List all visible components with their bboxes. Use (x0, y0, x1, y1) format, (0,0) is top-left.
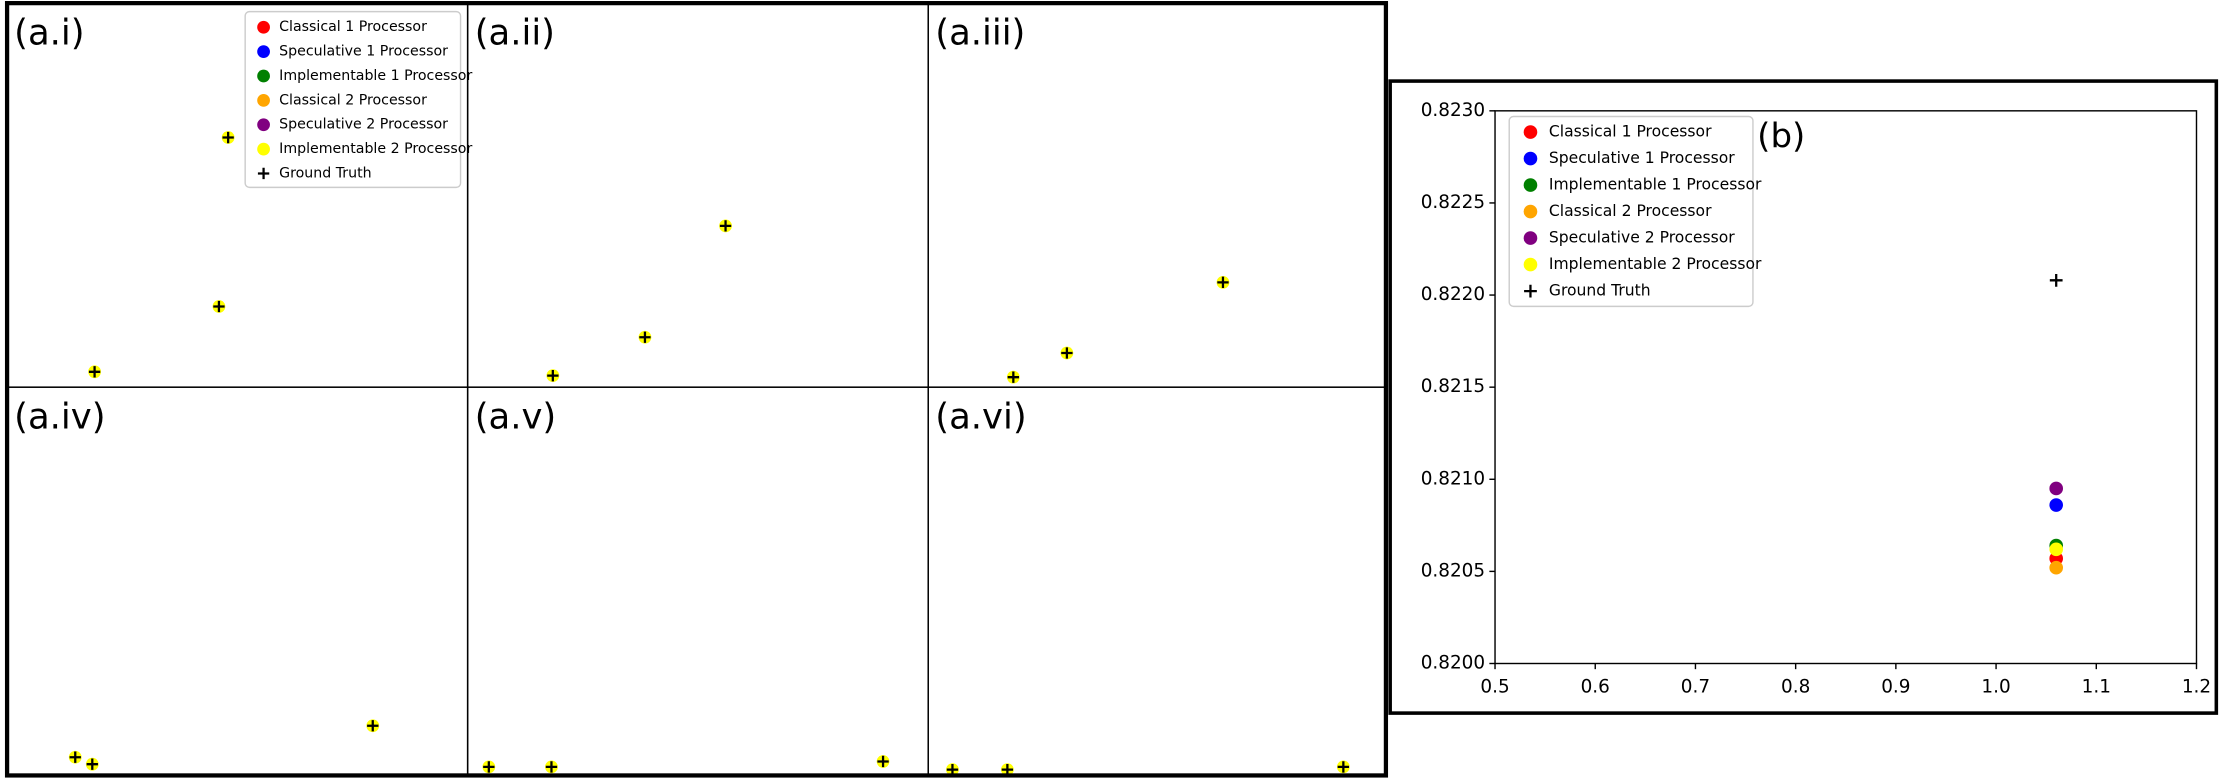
subplot-label: (a.v) (475, 396, 557, 437)
x-tick-label: 0.8 (1781, 677, 1810, 698)
x-tick-label: 1.1 (2082, 677, 2111, 698)
legend-label: Speculative 1 Processor (1549, 149, 1735, 167)
legend-marker (257, 20, 270, 34)
ground-truth-cross (69, 751, 81, 763)
x-tick-label: 0.7 (1681, 677, 1710, 698)
ground-truth-cross (719, 220, 732, 232)
legend-marker (1523, 125, 1538, 139)
legend-marker (257, 69, 270, 83)
y-tick-label: 0.8205 (1421, 560, 1485, 581)
ground-truth-cross (1217, 276, 1229, 288)
point (2049, 481, 2064, 496)
ground-truth-cross (1337, 761, 1350, 773)
x-tick-label: 0.5 (1480, 677, 1509, 698)
subplot-label: (a.iii) (935, 12, 1025, 53)
ground-truth-cross (2049, 273, 2063, 287)
panel-label: (b) (1757, 116, 1805, 156)
ground-truth-cross (1007, 371, 1019, 383)
legend-label: Classical 2 Processor (1549, 202, 1712, 220)
legend-marker (1523, 231, 1538, 245)
legend-box (1508, 115, 1754, 308)
point (2049, 542, 2064, 557)
legend-label: Speculative 2 Processor (1549, 229, 1735, 247)
legend-label: Implementable 2 Processor (279, 141, 472, 157)
panel-b-border (1388, 79, 2219, 715)
point (2049, 498, 2064, 512)
panel-a-border (4, 1, 1389, 778)
ground-truth-cross (88, 366, 101, 378)
legend-box (244, 10, 462, 189)
point (2049, 560, 2064, 575)
subplot-label: (a.vi) (935, 396, 1026, 437)
legend-label: Implementable 2 Processor (1549, 255, 1762, 273)
ground-truth-cross (639, 331, 651, 343)
legend-marker (1524, 284, 1537, 298)
legend-marker (1523, 151, 1538, 166)
y-tick-label: 0.8215 (1421, 376, 1485, 397)
y-tick-label: 0.8225 (1421, 192, 1485, 213)
legend-label: Classical 1 Processor (279, 19, 427, 35)
legend-label: Classical 1 Processor (1549, 123, 1712, 141)
subplot-label: (a.ii) (475, 12, 555, 53)
ground-truth-cross (1061, 347, 1073, 359)
legend-label: Ground Truth (279, 165, 371, 181)
ground-truth-cross (547, 369, 559, 382)
legend-label: Speculative 1 Processor (279, 44, 448, 60)
x-tick-label: 0.6 (1581, 677, 1610, 698)
y-tick-label: 0.8230 (1421, 100, 1485, 121)
legend-marker (257, 167, 270, 180)
y-tick-label: 0.8220 (1421, 284, 1485, 305)
ground-truth-cross (86, 758, 98, 770)
ground-truth-cross (545, 761, 558, 773)
ground-truth-cross (213, 300, 225, 313)
ground-truth-cross (483, 761, 495, 773)
x-tick-label: 1.0 (1981, 677, 2010, 698)
ground-truth-cross (877, 755, 889, 768)
legend-label: Implementable 1 Processor (1549, 176, 1762, 194)
y-tick-label: 0.8210 (1421, 468, 1485, 489)
legend-label: Classical 2 Processor (279, 92, 427, 108)
legend-marker (1523, 178, 1538, 192)
x-tick-label: 1.2 (2182, 677, 2211, 698)
legend-marker (257, 93, 270, 107)
legend-label: Ground Truth (1549, 282, 1651, 300)
legend-label: Speculative 2 Processor (279, 117, 448, 133)
subplot-label: (a.i) (14, 12, 84, 53)
legend-label: Implementable 1 Processor (279, 68, 472, 84)
legend-marker (1523, 204, 1538, 219)
y-tick-label: 0.8200 (1421, 652, 1485, 673)
subplot-label: (a.iv) (14, 396, 105, 437)
legend-marker (257, 118, 270, 132)
legend-marker (257, 45, 270, 58)
ground-truth-cross (367, 720, 379, 732)
legend-marker (1523, 257, 1538, 272)
x-tick-label: 0.9 (1881, 677, 1910, 698)
legend-marker (257, 142, 270, 156)
ground-truth-cross (222, 131, 234, 144)
